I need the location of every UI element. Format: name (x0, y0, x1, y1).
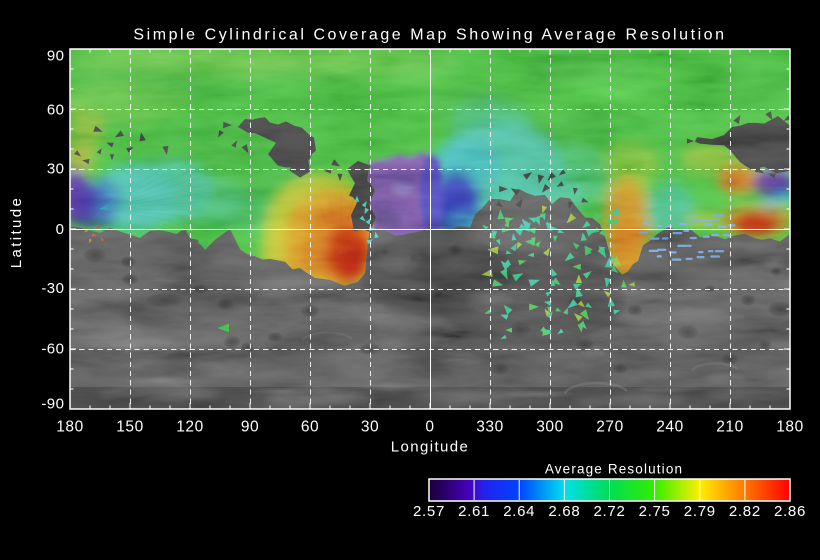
svg-text:60: 60 (47, 102, 65, 119)
svg-text:30: 30 (47, 161, 65, 178)
svg-text:2.68: 2.68 (548, 503, 580, 520)
svg-text:210: 210 (716, 419, 744, 436)
svg-text:-90: -90 (41, 396, 64, 413)
svg-text:180: 180 (56, 419, 84, 436)
svg-text:2.64: 2.64 (503, 503, 535, 520)
svg-text:-60: -60 (41, 341, 64, 358)
svg-text:180: 180 (776, 419, 804, 436)
svg-text:90: 90 (241, 419, 259, 436)
svg-text:Simple Cylindrical Coverage Ma: Simple Cylindrical Coverage Map Showing … (133, 27, 726, 44)
svg-text:330: 330 (476, 419, 504, 436)
svg-text:Longitude: Longitude (391, 439, 470, 456)
svg-text:0: 0 (425, 419, 434, 436)
svg-text:2.79: 2.79 (684, 503, 716, 520)
svg-text:-30: -30 (41, 280, 64, 297)
svg-text:2.57: 2.57 (413, 503, 445, 520)
svg-text:240: 240 (656, 419, 684, 436)
svg-text:270: 270 (596, 419, 624, 436)
svg-text:90: 90 (47, 48, 65, 65)
svg-text:0: 0 (56, 221, 65, 238)
svg-text:2.72: 2.72 (594, 503, 626, 520)
svg-text:60: 60 (301, 419, 319, 436)
svg-text:2.61: 2.61 (458, 503, 490, 520)
svg-text:300: 300 (536, 419, 564, 436)
svg-text:2.82: 2.82 (729, 503, 761, 520)
svg-text:120: 120 (176, 419, 204, 436)
svg-text:2.86: 2.86 (774, 503, 806, 520)
svg-text:Average Resolution: Average Resolution (545, 462, 683, 477)
svg-text:150: 150 (116, 419, 144, 436)
svg-text:Latitude: Latitude (8, 196, 25, 269)
svg-text:2.75: 2.75 (639, 503, 671, 520)
svg-text:30: 30 (361, 419, 379, 436)
